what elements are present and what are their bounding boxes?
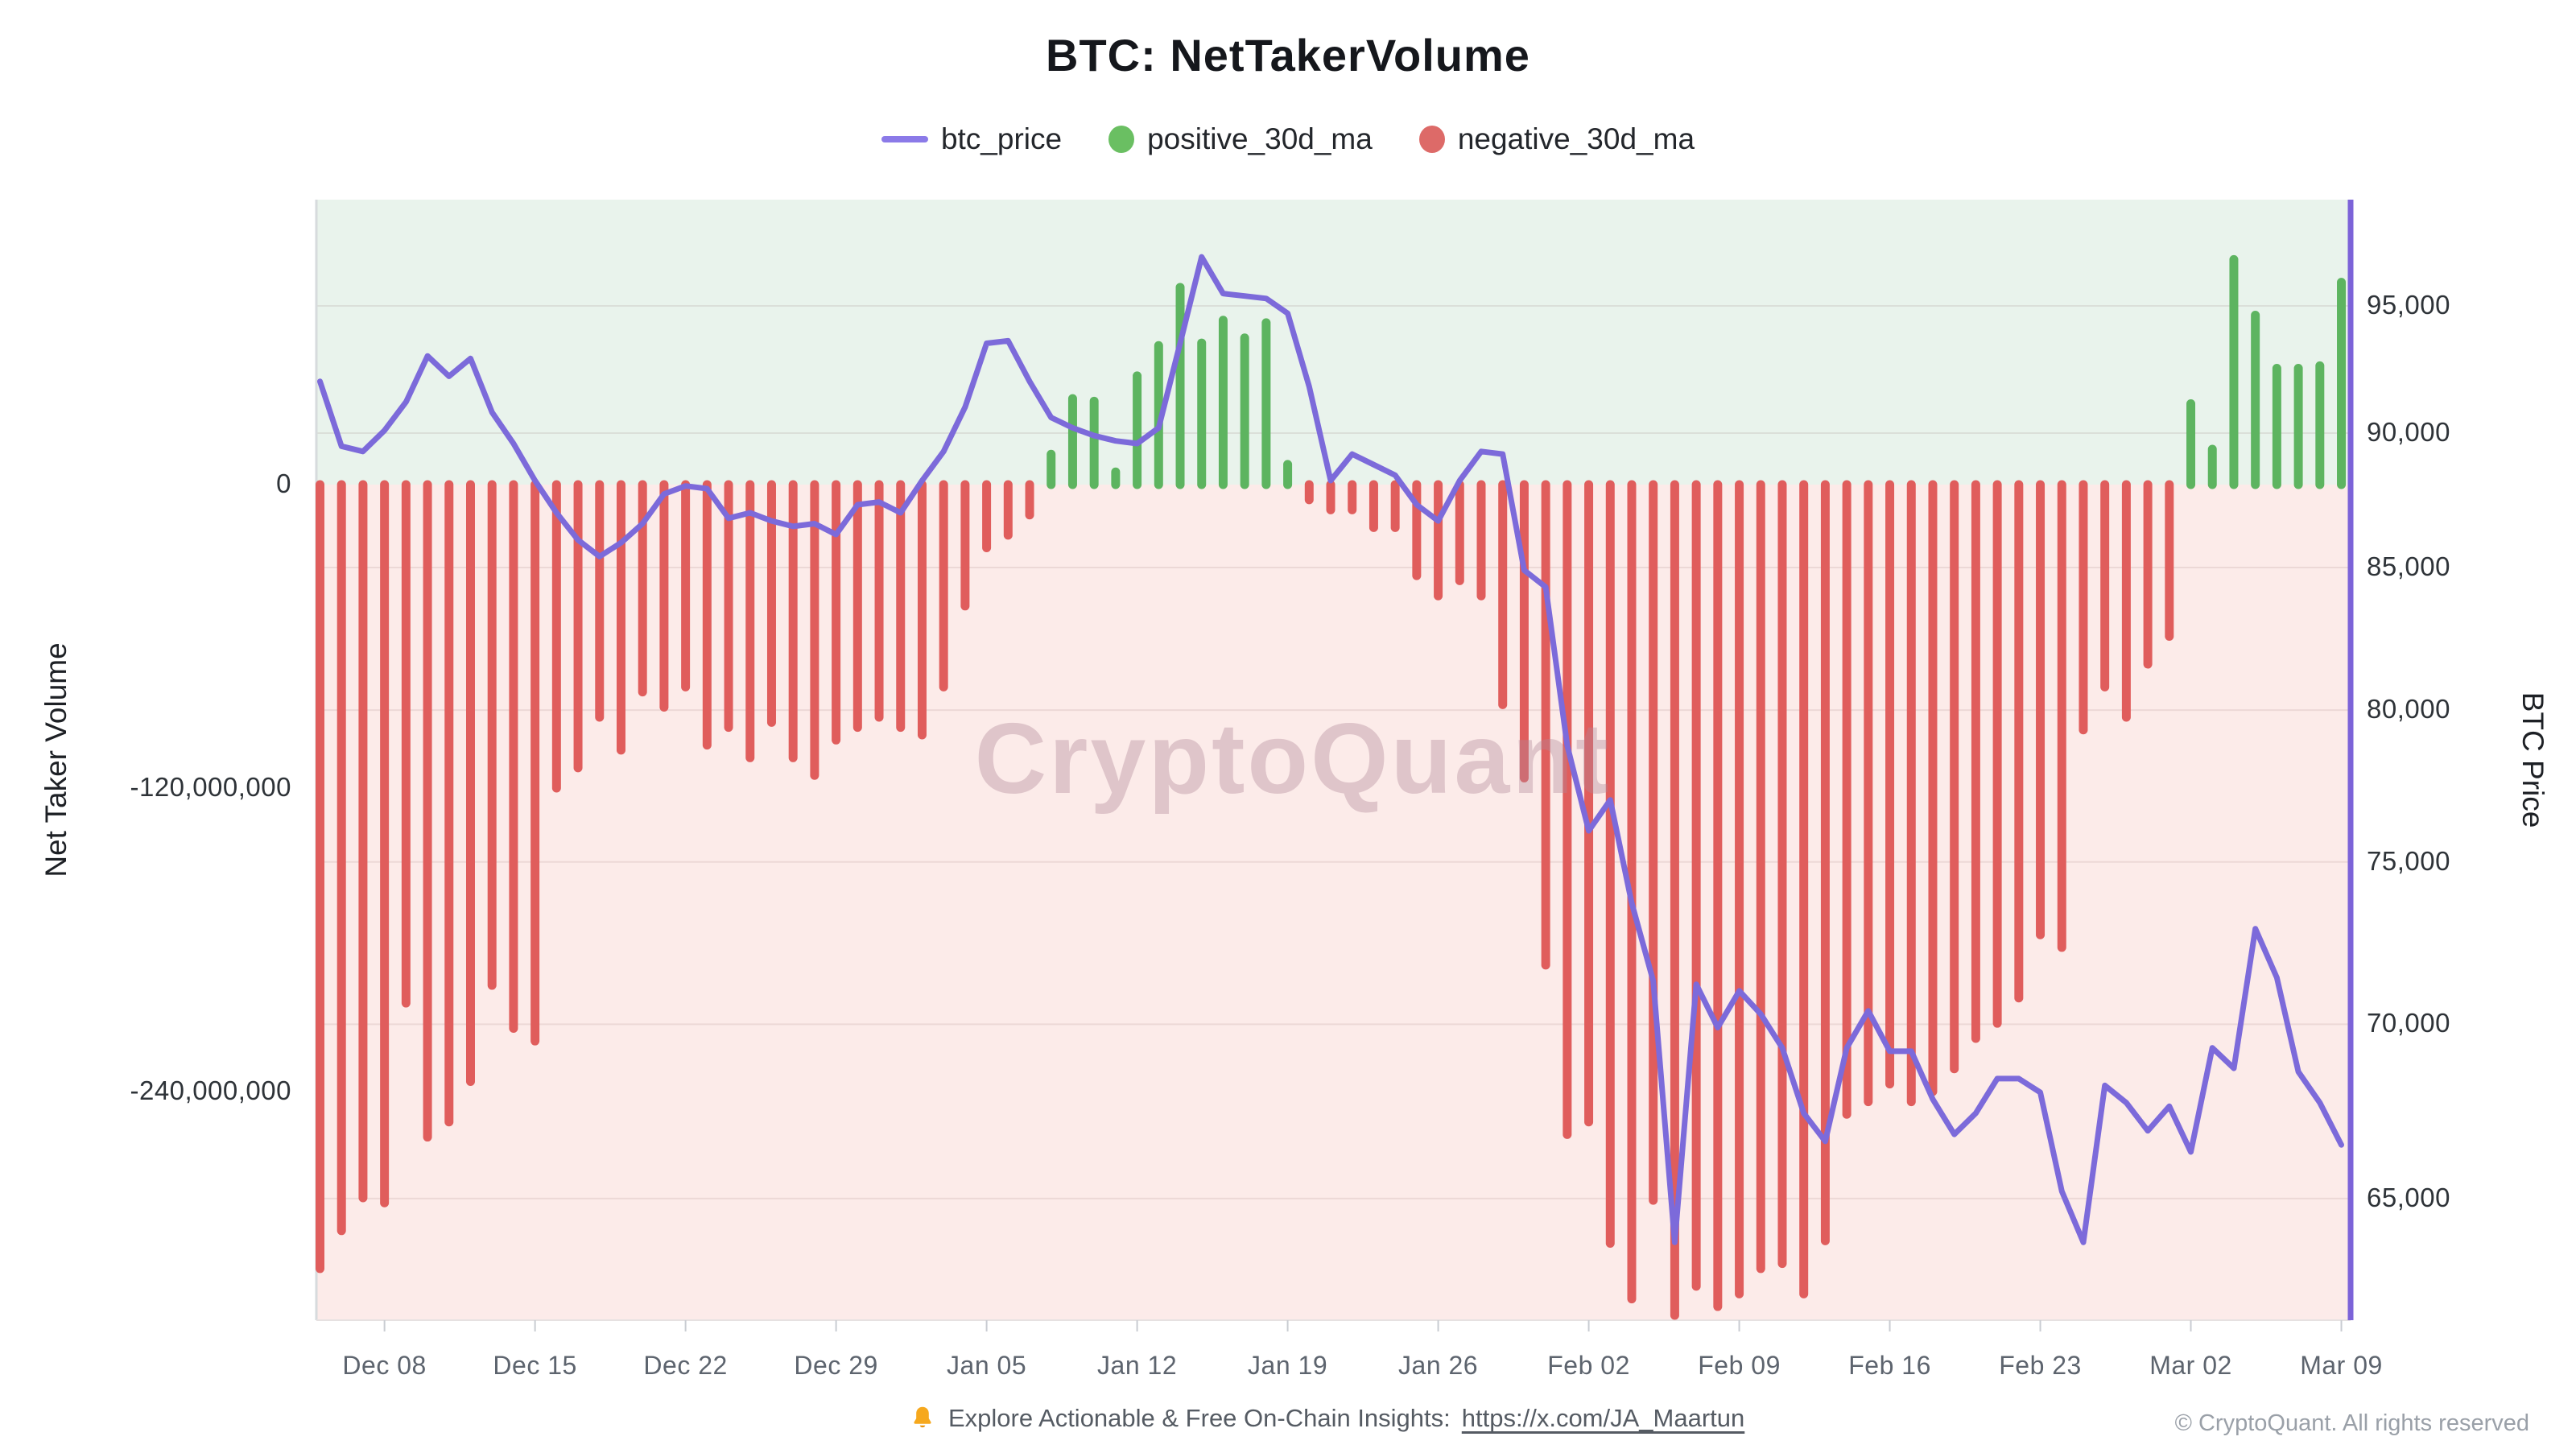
footer-insights-text: Explore Actionable & Free On-Chain Insig… [948, 1404, 1451, 1432]
x-axis-tick-label: Jan 19 [1248, 1351, 1328, 1380]
right-axis-tick-label: 80,000 [2367, 694, 2450, 724]
left-axis-tick-label: -240,000,000 [130, 1075, 291, 1105]
x-axis-tick-label: Feb 09 [1698, 1351, 1781, 1380]
right-axis-title: BTC Price [2516, 691, 2549, 828]
positive-region-background [316, 200, 2351, 485]
legend-item-negative-30d-ma[interactable]: negative_30d_ma [1418, 122, 1695, 156]
x-axis-tick-label: Feb 16 [1848, 1351, 1931, 1380]
x-axis-tick-label: Dec 29 [794, 1351, 878, 1380]
left-axis-tick-label: -120,000,000 [130, 772, 291, 802]
legend-item-positive-30d-ma[interactable]: positive_30d_ma [1108, 122, 1373, 156]
footer-insights: Explore Actionable & Free On-Chain Insig… [908, 1404, 1744, 1433]
right-axis-tick-label: 70,000 [2367, 1008, 2450, 1038]
x-axis-tick-label: Feb 23 [1999, 1351, 2082, 1380]
legend-label: positive_30d_ma [1147, 122, 1373, 155]
x-axis-tick-label: Jan 12 [1097, 1351, 1178, 1380]
right-axis-tick-label: 85,000 [2367, 551, 2450, 581]
legend-label: btc_price [940, 122, 1063, 155]
right-axis-tick-label: 95,000 [2367, 290, 2450, 320]
x-axis-tick-label: Jan 05 [947, 1351, 1027, 1380]
btc-price-line [317, 254, 2344, 1245]
line-swatch-icon [881, 136, 928, 142]
x-axis-tick-label: Feb 02 [1547, 1351, 1630, 1380]
right-axis-tick-label: 75,000 [2367, 845, 2450, 876]
right-axis-tick-label: 90,000 [2367, 416, 2450, 447]
watermark: CryptoQuant [974, 704, 1612, 815]
red-dot-icon [1418, 126, 1445, 153]
left-axis-title: Net Taker Volume [39, 642, 72, 877]
left-axis-tick-label: 0 [276, 469, 291, 498]
negative-region-background [316, 485, 2351, 1320]
page-title: BTC: NetTakerVolume [1046, 30, 1530, 80]
legend: btc_price positive_30d_ma negative_30d_m… [0, 122, 2576, 156]
footer-copyright: © CryptoQuant. All rights reserved [2174, 1410, 2529, 1436]
legend-label: negative_30d_ma [1457, 122, 1695, 155]
x-axis-tick-label: Dec 22 [643, 1351, 728, 1380]
x-axis-tick-label: Dec 08 [342, 1351, 427, 1380]
bell-icon [914, 1406, 931, 1428]
legend-item-btc-price[interactable]: btc_price [881, 122, 1062, 156]
x-axis-tick-label: Jan 26 [1398, 1351, 1479, 1380]
green-dot-icon [1108, 126, 1135, 153]
x-axis-tick-label: Mar 09 [2300, 1351, 2383, 1380]
footer-insights-link[interactable]: https://x.com/JA_Maartun [1461, 1404, 1745, 1432]
right-axis-tick-label: 65,000 [2367, 1182, 2450, 1212]
x-axis-tick-label: Dec 15 [493, 1351, 577, 1380]
x-axis-tick-label: Mar 02 [2149, 1351, 2232, 1380]
